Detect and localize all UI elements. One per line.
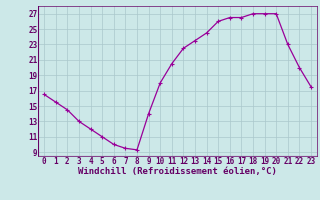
- X-axis label: Windchill (Refroidissement éolien,°C): Windchill (Refroidissement éolien,°C): [78, 167, 277, 176]
